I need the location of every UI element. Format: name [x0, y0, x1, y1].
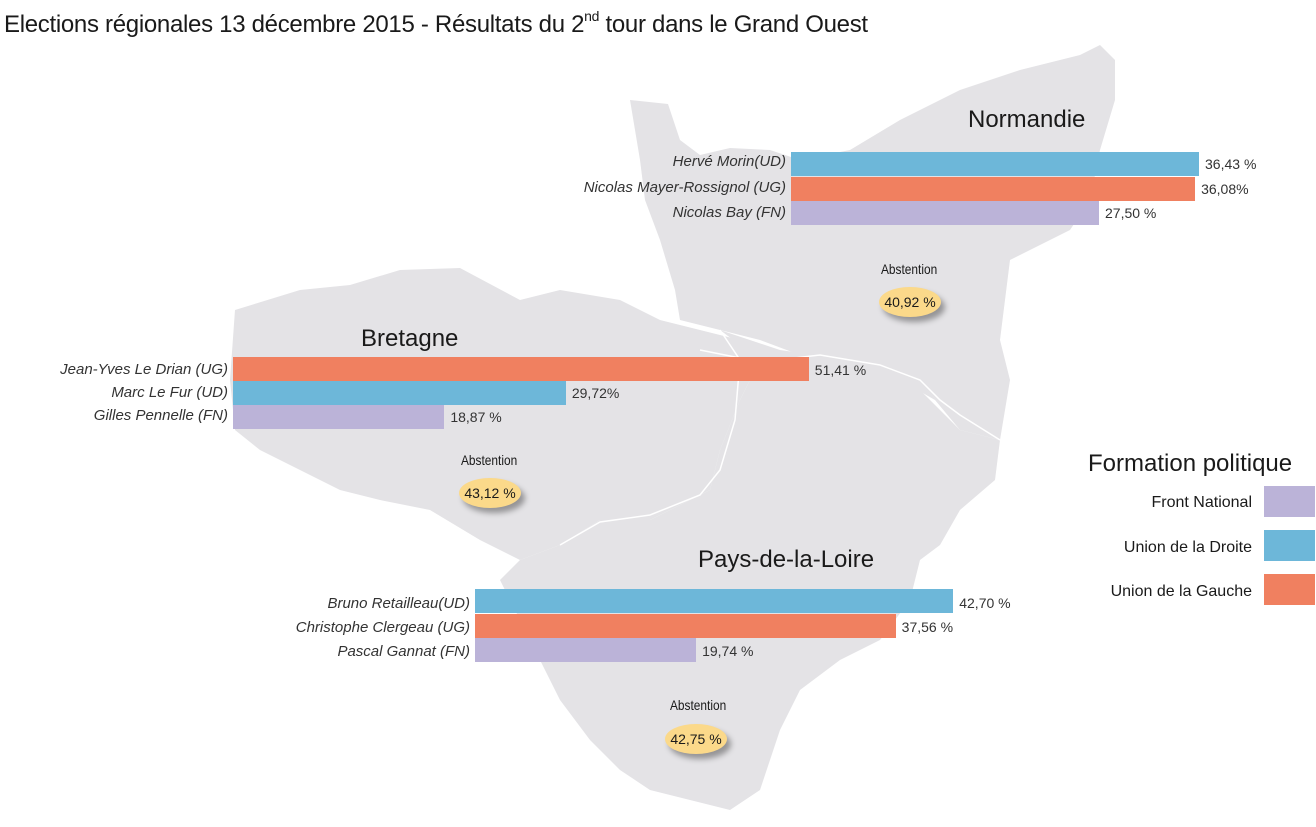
legend-title: Formation politique: [1088, 450, 1293, 477]
page-title: Elections régionales 13 décembre 2015 - …: [4, 8, 868, 38]
legend-label-fn: Front National: [1151, 494, 1253, 511]
legend-swatch-ug: [1264, 574, 1315, 605]
bar-herve-morin: [791, 152, 1200, 176]
region-title-normandie: Normandie: [968, 106, 1086, 133]
value-label: 36,43 %: [1205, 156, 1257, 172]
value-label: 36,08%: [1201, 181, 1249, 197]
candidate-label: Jean-Yves Le Drian (UG): [60, 361, 228, 378]
candidate-label: Hervé Morin(UD): [672, 153, 786, 170]
value-label: 18,87 %: [450, 409, 502, 425]
value-label: 51,41 %: [814, 362, 867, 378]
value-label: 42,70 %: [959, 595, 1011, 611]
pays-de-la-loire-shape: [500, 330, 1000, 810]
candidate-label: Christophe Clergeau (UG): [295, 619, 470, 636]
candidate-label: Bruno Retailleau(UD): [327, 595, 470, 612]
candidate-label: Pascal Gannat (FN): [337, 643, 470, 660]
candidate-label: Marc Le Fur (UD): [111, 384, 228, 401]
region-title-bretagne: Bretagne: [361, 325, 459, 352]
abstention-value: 42,75 %: [665, 724, 727, 754]
bar-jean-yves-le-drian: [233, 357, 809, 381]
legend-label-ud: Union de la Droite: [1123, 539, 1252, 556]
legend-label-ug: Union de la Gauche: [1110, 583, 1252, 600]
legend-swatch-ud: [1264, 530, 1315, 561]
bar-pascal-gannat: [475, 638, 697, 662]
abstention-label: Abstention: [670, 697, 727, 713]
candidate-label: Nicolas Mayer-Rossignol (UG): [583, 179, 786, 196]
abstention-label: Abstention: [881, 261, 938, 277]
region-title-pays-de-la-loire: Pays-de-la-Loire: [698, 546, 875, 573]
bar-nicolas-bay: [791, 201, 1099, 225]
legend-swatch-fn: [1264, 486, 1315, 517]
bar-nicolas-mayer-rossignol: [791, 177, 1196, 201]
value-label: 37,56 %: [901, 619, 954, 635]
abstention-label: Abstention: [461, 452, 518, 468]
abstention-value: 43,12 %: [459, 478, 521, 508]
normandie-shape: [630, 45, 1115, 440]
abstention-value: 40,92 %: [879, 287, 941, 317]
candidate-label: Gilles Pennelle (FN): [93, 407, 228, 424]
bar-marc-le-fur: [233, 381, 566, 405]
candidate-label: Nicolas Bay (FN): [672, 204, 786, 221]
value-label: 29,72%: [571, 385, 620, 401]
bar-christophe-clergeau: [475, 614, 896, 638]
bar-gilles-pennelle: [233, 405, 445, 429]
bretagne-shape: [230, 268, 760, 560]
value-label: 27,50 %: [1105, 205, 1157, 221]
bar-bruno-retailleau: [475, 589, 954, 613]
value-label: 19,74 %: [702, 643, 754, 659]
